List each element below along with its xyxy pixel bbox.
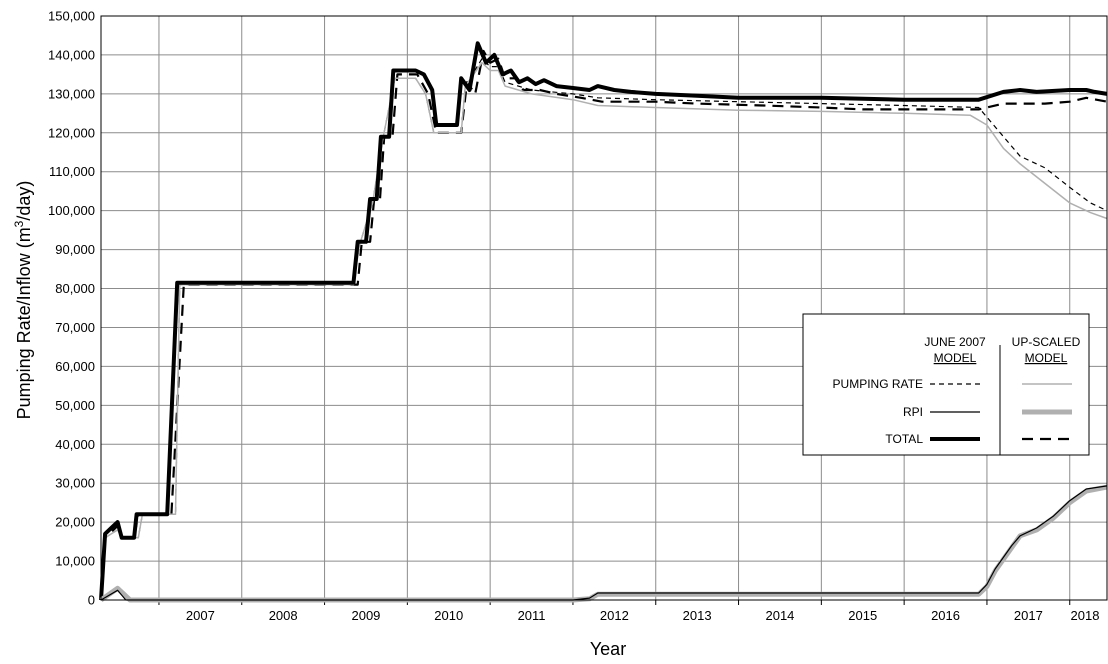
x-tick-label: 2018 <box>1071 608 1100 623</box>
x-axis-label: Year <box>590 639 626 659</box>
x-tick-label: 2009 <box>351 608 380 623</box>
x-tick-label: 2012 <box>600 608 629 623</box>
x-tick-label: 2015 <box>848 608 877 623</box>
y-tick-label: 100,000 <box>48 203 95 218</box>
y-tick-label: 0 <box>88 593 95 608</box>
x-tick-label: 2007 <box>186 608 215 623</box>
y-tick-label: 10,000 <box>55 554 95 569</box>
legend: JUNE 2007 MODEL UP-SCALED MODEL PUMPING … <box>802 313 1090 456</box>
y-tick-label: 50,000 <box>55 398 95 413</box>
legend-col1-line1: JUNE 2007 <box>924 335 986 349</box>
legend-row-total: TOTAL <box>885 432 923 446</box>
legend-row-pumping-rate: PUMPING RATE <box>833 377 923 391</box>
y-tick-label: 20,000 <box>55 515 95 530</box>
legend-col2-line2: MODEL <box>1025 351 1068 365</box>
series-line-june-rpi <box>100 485 1108 601</box>
legend-col2-line1: UP-SCALED <box>1012 335 1081 349</box>
y-tick-label: 120,000 <box>48 125 95 140</box>
y-tick-labels: 0 10,000 20,000 30,000 40,000 50,000 60,000 70,… <box>48 9 95 608</box>
x-tick-label: 2010 <box>434 608 463 623</box>
y-tick-label: 150,000 <box>48 9 95 24</box>
x-tick-label: 2008 <box>269 608 298 623</box>
x-tick-label: 2013 <box>683 608 712 623</box>
plot-frame <box>100 15 1108 601</box>
y-tick-label: 80,000 <box>55 281 95 296</box>
series-line-up-pump <box>100 61 1108 601</box>
x-tick-label: 2016 <box>931 608 960 623</box>
x-tick-label: 2011 <box>518 608 546 623</box>
x-tick-label: 2014 <box>765 608 794 623</box>
y-tick-label: 140,000 <box>48 47 95 62</box>
y-tick-label: 130,000 <box>48 86 95 101</box>
grid-lines <box>101 15 1107 605</box>
y-tick-label: 110,000 <box>49 164 95 179</box>
y-tick-label: 90,000 <box>55 242 95 257</box>
series-line-june-total <box>99 41 1108 601</box>
series-line-up-rpi <box>99 484 1108 603</box>
y-axis-label-sup: 3 <box>12 220 26 227</box>
y-tick-label: 30,000 <box>55 476 95 491</box>
y-tick-label: 60,000 <box>55 359 95 374</box>
legend-col1-line2: MODEL <box>934 351 977 365</box>
x-tick-labels: 2007 2008 2009 2010 2011 2012 2013 2014 2015 2016… <box>186 608 1100 623</box>
legend-row-rpi: RPI <box>903 405 923 419</box>
y-axis-label: Pumping Rate/Inflow (m3/day) <box>12 181 34 420</box>
x-tick-label: 2017 <box>1014 608 1043 623</box>
y-tick-label: 40,000 <box>55 437 95 452</box>
y-tick-label: 70,000 <box>55 320 95 335</box>
